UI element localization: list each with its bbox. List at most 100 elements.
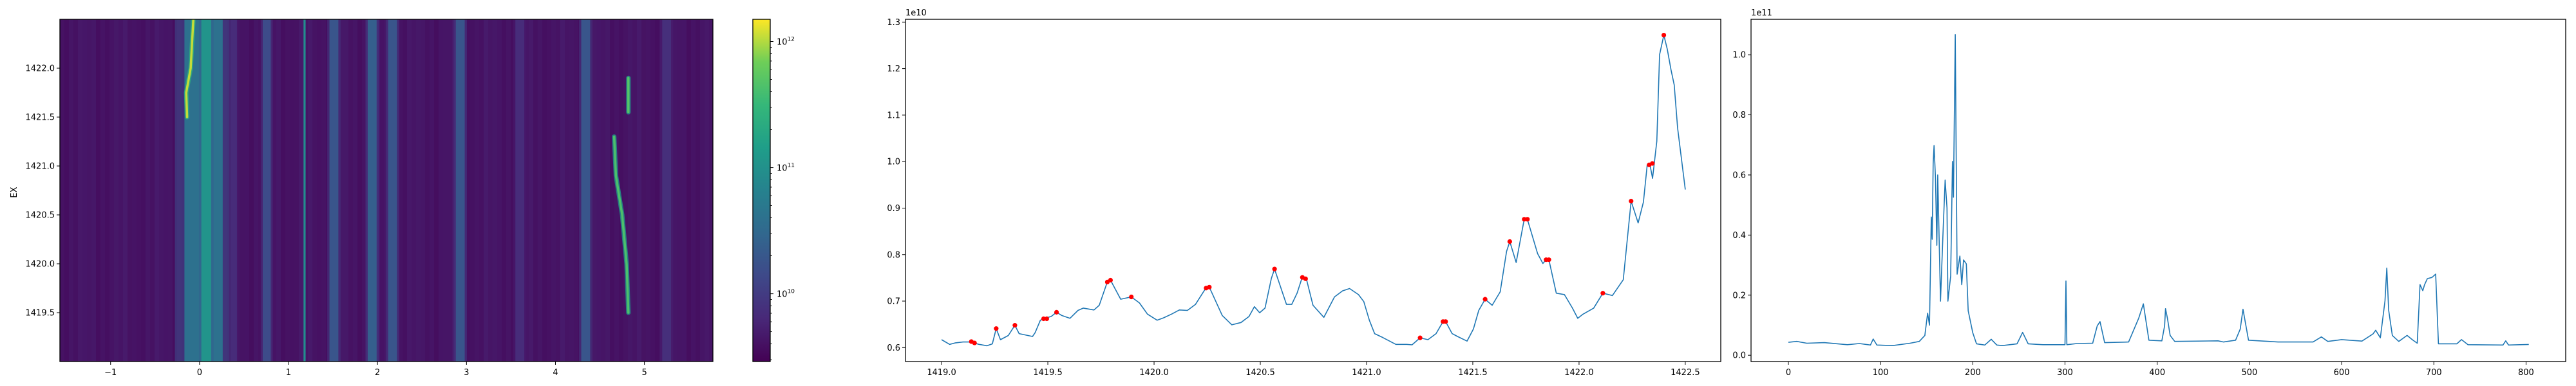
heatmap-column [506, 19, 511, 362]
y-tick-label: 1.0 [1732, 51, 1746, 60]
heatmap-column [82, 19, 87, 362]
y-tick-label: 1421.5 [26, 113, 55, 123]
heatmap-column [128, 19, 132, 362]
heatmap-column [709, 19, 713, 362]
heatmap-streak [612, 135, 630, 314]
heatmap-column [412, 19, 416, 362]
heatmap-column [547, 19, 551, 362]
heatmap-column [240, 19, 245, 362]
heatmap-column [168, 19, 173, 362]
peak-marker [1661, 32, 1667, 38]
offset-text: 1e11 [1751, 8, 1772, 18]
heatmap-column [73, 19, 78, 362]
y-tick-label: 1.2 [887, 64, 900, 74]
heatmap-band [367, 19, 377, 362]
heatmap-column [511, 19, 515, 362]
heatmap-column [700, 19, 705, 362]
heatmap-column [542, 19, 547, 362]
peak-marker [1482, 297, 1488, 302]
heatmap-column [619, 19, 623, 362]
y-tick-label: 1.3 [887, 18, 900, 28]
heatmap-column [155, 19, 159, 362]
heatmap-column [299, 19, 303, 362]
x-tick-label: 100 [1873, 368, 1889, 378]
peak-marker [1044, 316, 1050, 322]
heatmap-column [466, 19, 470, 362]
y-axis-label: EX [10, 187, 19, 198]
peaks-line-panel: 1419.0 1419.5 1420.0 1420.5 1421.0 1421.5 1422… [887, 8, 1721, 378]
heatmap-column [623, 19, 628, 362]
colorbar: 1010 1011 1012 [752, 19, 795, 362]
peak-marker [1272, 266, 1277, 271]
heatmap-image [60, 19, 713, 362]
y-tick-label: 0.4 [1732, 231, 1746, 241]
heatmap-column [339, 19, 344, 362]
heatmap-column [159, 19, 164, 362]
x-tick-label: 1420.5 [1245, 368, 1275, 378]
heatmap-column [628, 19, 632, 362]
heatmap-column [502, 19, 506, 362]
heatmap-column [272, 19, 276, 362]
heatmap-band [262, 19, 271, 362]
peak-marker [1207, 284, 1212, 290]
heatmap-column [705, 19, 709, 362]
heatmap-column [439, 19, 443, 362]
heatmap-column [605, 19, 610, 362]
heatmap-column [556, 19, 560, 362]
heatmap-band [455, 19, 465, 362]
heatmap-column [132, 19, 137, 362]
heatmap-column [574, 19, 578, 362]
heatmap-column [321, 19, 326, 362]
peak-marker [1546, 257, 1551, 262]
heatmap-column [646, 19, 650, 362]
heatmap-column [249, 19, 254, 362]
y-tick-label: 0.9 [887, 204, 900, 214]
heatmap-column [141, 19, 146, 362]
heatmap-column [696, 19, 700, 362]
heatmap-column [290, 19, 294, 362]
heatmap-column [682, 19, 687, 362]
heatmap-column [493, 19, 497, 362]
heatmap-column [632, 19, 637, 362]
heatmap-column [610, 19, 614, 362]
line-plot-area [941, 32, 1686, 347]
heatmap-column [123, 19, 128, 362]
x-tick-label: 700 [2426, 368, 2442, 378]
colorbar-tick-label: 1010 [777, 289, 795, 300]
heatmap-column [245, 19, 249, 362]
x-tick-label: 400 [2149, 368, 2165, 378]
peak-marker [1054, 309, 1059, 315]
line-plot-area [1788, 34, 2529, 346]
x-tick-label: 800 [2518, 368, 2534, 378]
peak-marker [1303, 276, 1308, 281]
peak-marker [1108, 277, 1113, 283]
heatmap-column [60, 19, 64, 362]
heatmap-column [281, 19, 285, 362]
series-line [941, 34, 1686, 347]
y-tick-label: 0.2 [1732, 291, 1746, 300]
heatmap-column [497, 19, 502, 362]
peak-marker [1041, 316, 1046, 322]
heatmap-column [592, 19, 596, 362]
peak-marker [1443, 319, 1448, 324]
heatmap-column [87, 19, 91, 362]
heatmap-column [529, 19, 533, 362]
heatmap-column [398, 19, 402, 362]
line-axes: 1419.0 1419.5 1420.0 1420.5 1421.0 1421.5 1422… [887, 18, 1721, 378]
heatmap-panel: −1 0 1 2 3 4 5 1419.5 1420.0 1420.5 1421.0 1421.5 14… [10, 19, 714, 378]
heatmap-column [254, 19, 258, 362]
heatmap-column [655, 19, 659, 362]
heatmap-column [673, 19, 677, 362]
x-tick-label: 1421.5 [1458, 368, 1488, 378]
heatmap-band [201, 19, 211, 362]
x-tick-label: 1422.0 [1564, 368, 1594, 378]
heatmap-column [69, 19, 73, 362]
y-tick-label: 1420.5 [26, 211, 55, 221]
series-line [1788, 34, 2529, 346]
heatmap-column [294, 19, 299, 362]
heatmap-column [601, 19, 605, 362]
x-tick-label: 1421.0 [1352, 368, 1381, 378]
y-tick-label: 1.0 [887, 158, 900, 167]
heatmap-column [258, 19, 263, 362]
x-tick-label: 0 [197, 368, 202, 378]
